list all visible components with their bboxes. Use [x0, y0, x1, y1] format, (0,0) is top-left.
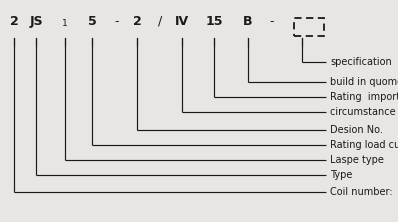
- Text: 1: 1: [62, 19, 68, 28]
- Text: -: -: [270, 15, 274, 28]
- Text: Rating load current: Rating load current: [330, 140, 398, 150]
- Text: IV: IV: [175, 15, 189, 28]
- Text: build in quomodo: build in quomodo: [330, 77, 398, 87]
- Text: Desion No.: Desion No.: [330, 125, 383, 135]
- Text: circumstance  sort: circumstance sort: [330, 107, 398, 117]
- Text: 5: 5: [88, 15, 96, 28]
- Bar: [294, 18, 324, 36]
- Text: Rating  import current: Rating import current: [330, 92, 398, 102]
- Text: B: B: [243, 15, 253, 28]
- Text: Type: Type: [330, 170, 352, 180]
- Text: 2: 2: [133, 15, 141, 28]
- Text: /: /: [158, 15, 162, 28]
- Text: specification: specification: [330, 57, 392, 67]
- Text: Coil number:: Coil number:: [330, 187, 392, 197]
- Text: 2: 2: [10, 15, 18, 28]
- Text: -: -: [115, 15, 119, 28]
- Text: 15: 15: [205, 15, 223, 28]
- Text: Laspe type: Laspe type: [330, 155, 384, 165]
- Text: JS: JS: [29, 15, 43, 28]
